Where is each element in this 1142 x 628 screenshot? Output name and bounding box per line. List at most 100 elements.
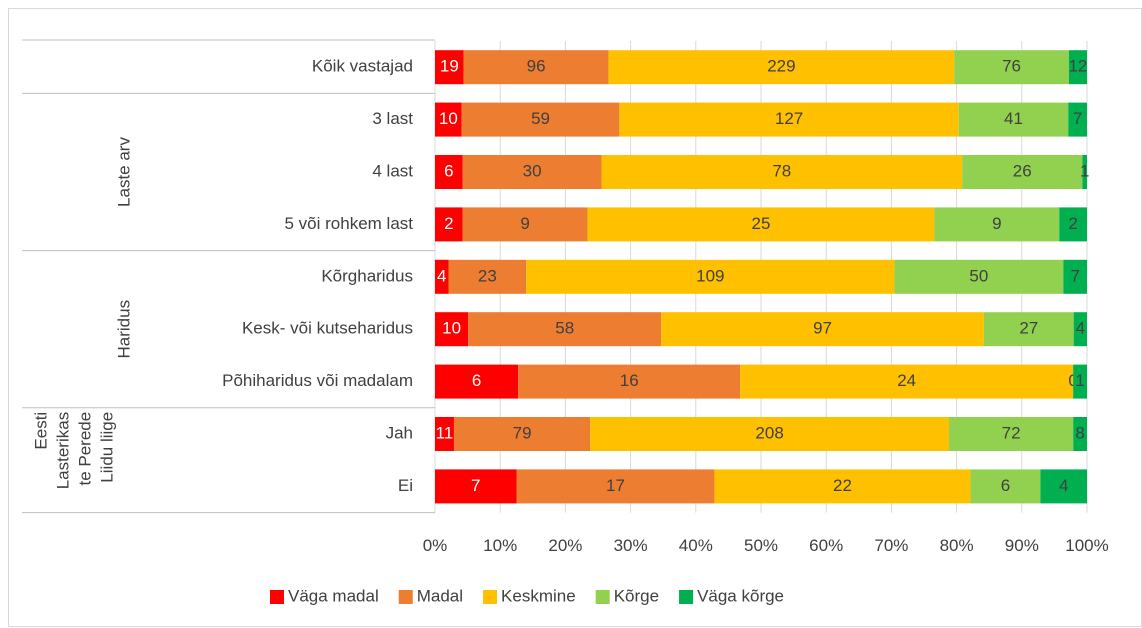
x-tick-label: 90% (1005, 536, 1039, 555)
bar-segment (435, 50, 464, 85)
bar-segment (970, 469, 1041, 504)
bar-segment (1068, 50, 1087, 85)
legend-swatch (483, 590, 498, 604)
value-label: 4 (1076, 319, 1085, 338)
bar-segment (590, 417, 950, 451)
x-tick-label: 50% (744, 536, 778, 555)
value-label: 59 (531, 109, 550, 128)
value-label: 2 (444, 214, 453, 233)
bar-segment (435, 469, 517, 504)
bar-segment (661, 312, 984, 347)
bar-segment (448, 259, 527, 294)
value-label: 19 (440, 57, 459, 76)
value-label: 24 (897, 371, 916, 390)
y-tick-label: Põhiharidus või madalam (222, 371, 413, 390)
bar-segment (518, 364, 741, 399)
bar-segment (461, 102, 620, 137)
bar-segment (453, 417, 591, 451)
bar-segment (1073, 312, 1087, 347)
bar-segment (740, 364, 1074, 399)
bar-segment (1082, 155, 1087, 189)
x-tick-label: 100% (1065, 536, 1108, 555)
value-label: 1 (1075, 371, 1084, 390)
bar-segment (462, 207, 588, 242)
legend-label: Madal (417, 586, 463, 605)
bar-segment (526, 259, 895, 294)
bar-segment (435, 155, 463, 189)
legend-label: Väga kõrge (697, 586, 784, 605)
value-label: 79 (513, 423, 532, 442)
value-label: 78 (772, 161, 791, 180)
value-label: 25 (752, 214, 771, 233)
value-label: 6 (1001, 476, 1010, 495)
bar-segment (1040, 469, 1087, 504)
bar-segment (894, 259, 1064, 294)
bar-segment (601, 155, 963, 189)
y-tick-label: 5 või rohkem last (285, 214, 414, 233)
value-label: 26 (1013, 161, 1032, 180)
bar-segment (958, 102, 1069, 137)
y-tick-label: 4 last (372, 161, 413, 180)
value-label: 50 (969, 266, 988, 285)
bar-segment (1059, 207, 1087, 242)
value-label: 97 (813, 319, 832, 338)
bar-segment (435, 259, 449, 294)
x-tick-label: 30% (614, 536, 648, 555)
value-label: 27 (1019, 319, 1038, 338)
bar-segment (516, 469, 715, 504)
bar-segment (435, 417, 454, 451)
legend-swatch (398, 590, 413, 604)
bar-segment (934, 207, 1060, 242)
value-label: 76 (1002, 57, 1021, 76)
x-tick-label: 40% (679, 536, 713, 555)
value-label: 109 (696, 266, 724, 285)
bar-segment (619, 102, 959, 137)
bar-segment (468, 312, 662, 347)
value-label: 229 (767, 57, 795, 76)
legend-swatch (595, 590, 610, 604)
bar-segment (435, 364, 519, 399)
value-label: 7 (1073, 109, 1082, 128)
group-label: Haridus (114, 300, 133, 359)
value-label: 9 (992, 214, 1001, 233)
group-label: te Perede (75, 412, 94, 486)
bar-segment (435, 102, 462, 137)
y-tick-label: Kõik vastajad (312, 57, 413, 76)
value-label: 30 (523, 161, 542, 180)
bar-segment (714, 469, 971, 504)
bar-segment (435, 312, 469, 347)
bar-segment (587, 207, 935, 242)
x-tick-label: 70% (874, 536, 908, 555)
value-label: 11 (436, 423, 454, 442)
bar-segment (954, 50, 1069, 85)
legend-label: Keskmine (501, 586, 576, 605)
value-label: 10 (442, 319, 461, 338)
legend-label: Kõrge (614, 586, 659, 605)
legend-label: Väga madal (288, 586, 379, 605)
value-label: 58 (555, 319, 574, 338)
value-label: 8 (1075, 423, 1084, 442)
value-label: 4 (437, 266, 446, 285)
value-label: 12 (1068, 57, 1087, 76)
bar-segment (1073, 364, 1087, 399)
value-label: 6 (472, 371, 481, 390)
y-tick-label: 3 last (372, 109, 413, 128)
value-label: 41 (1004, 109, 1023, 128)
x-tick-label: 80% (940, 536, 974, 555)
y-tick-label: Kesk- või kutseharidus (242, 319, 413, 338)
x-tick-label: 0% (423, 536, 448, 555)
value-label: 7 (471, 476, 480, 495)
x-tick-label: 60% (809, 536, 843, 555)
value-label: 7 (1070, 266, 1079, 285)
value-label: 208 (755, 423, 783, 442)
legend-swatch (270, 590, 284, 604)
value-label: 1 (1080, 161, 1089, 180)
group-label: Liidu liige (97, 412, 116, 483)
legend-swatch (679, 590, 694, 604)
group-label: Lasterikas (53, 412, 72, 489)
bar-segment (1063, 259, 1087, 294)
bar-segment (463, 50, 609, 85)
value-label: 96 (527, 57, 546, 76)
value-label: 9 (520, 214, 529, 233)
